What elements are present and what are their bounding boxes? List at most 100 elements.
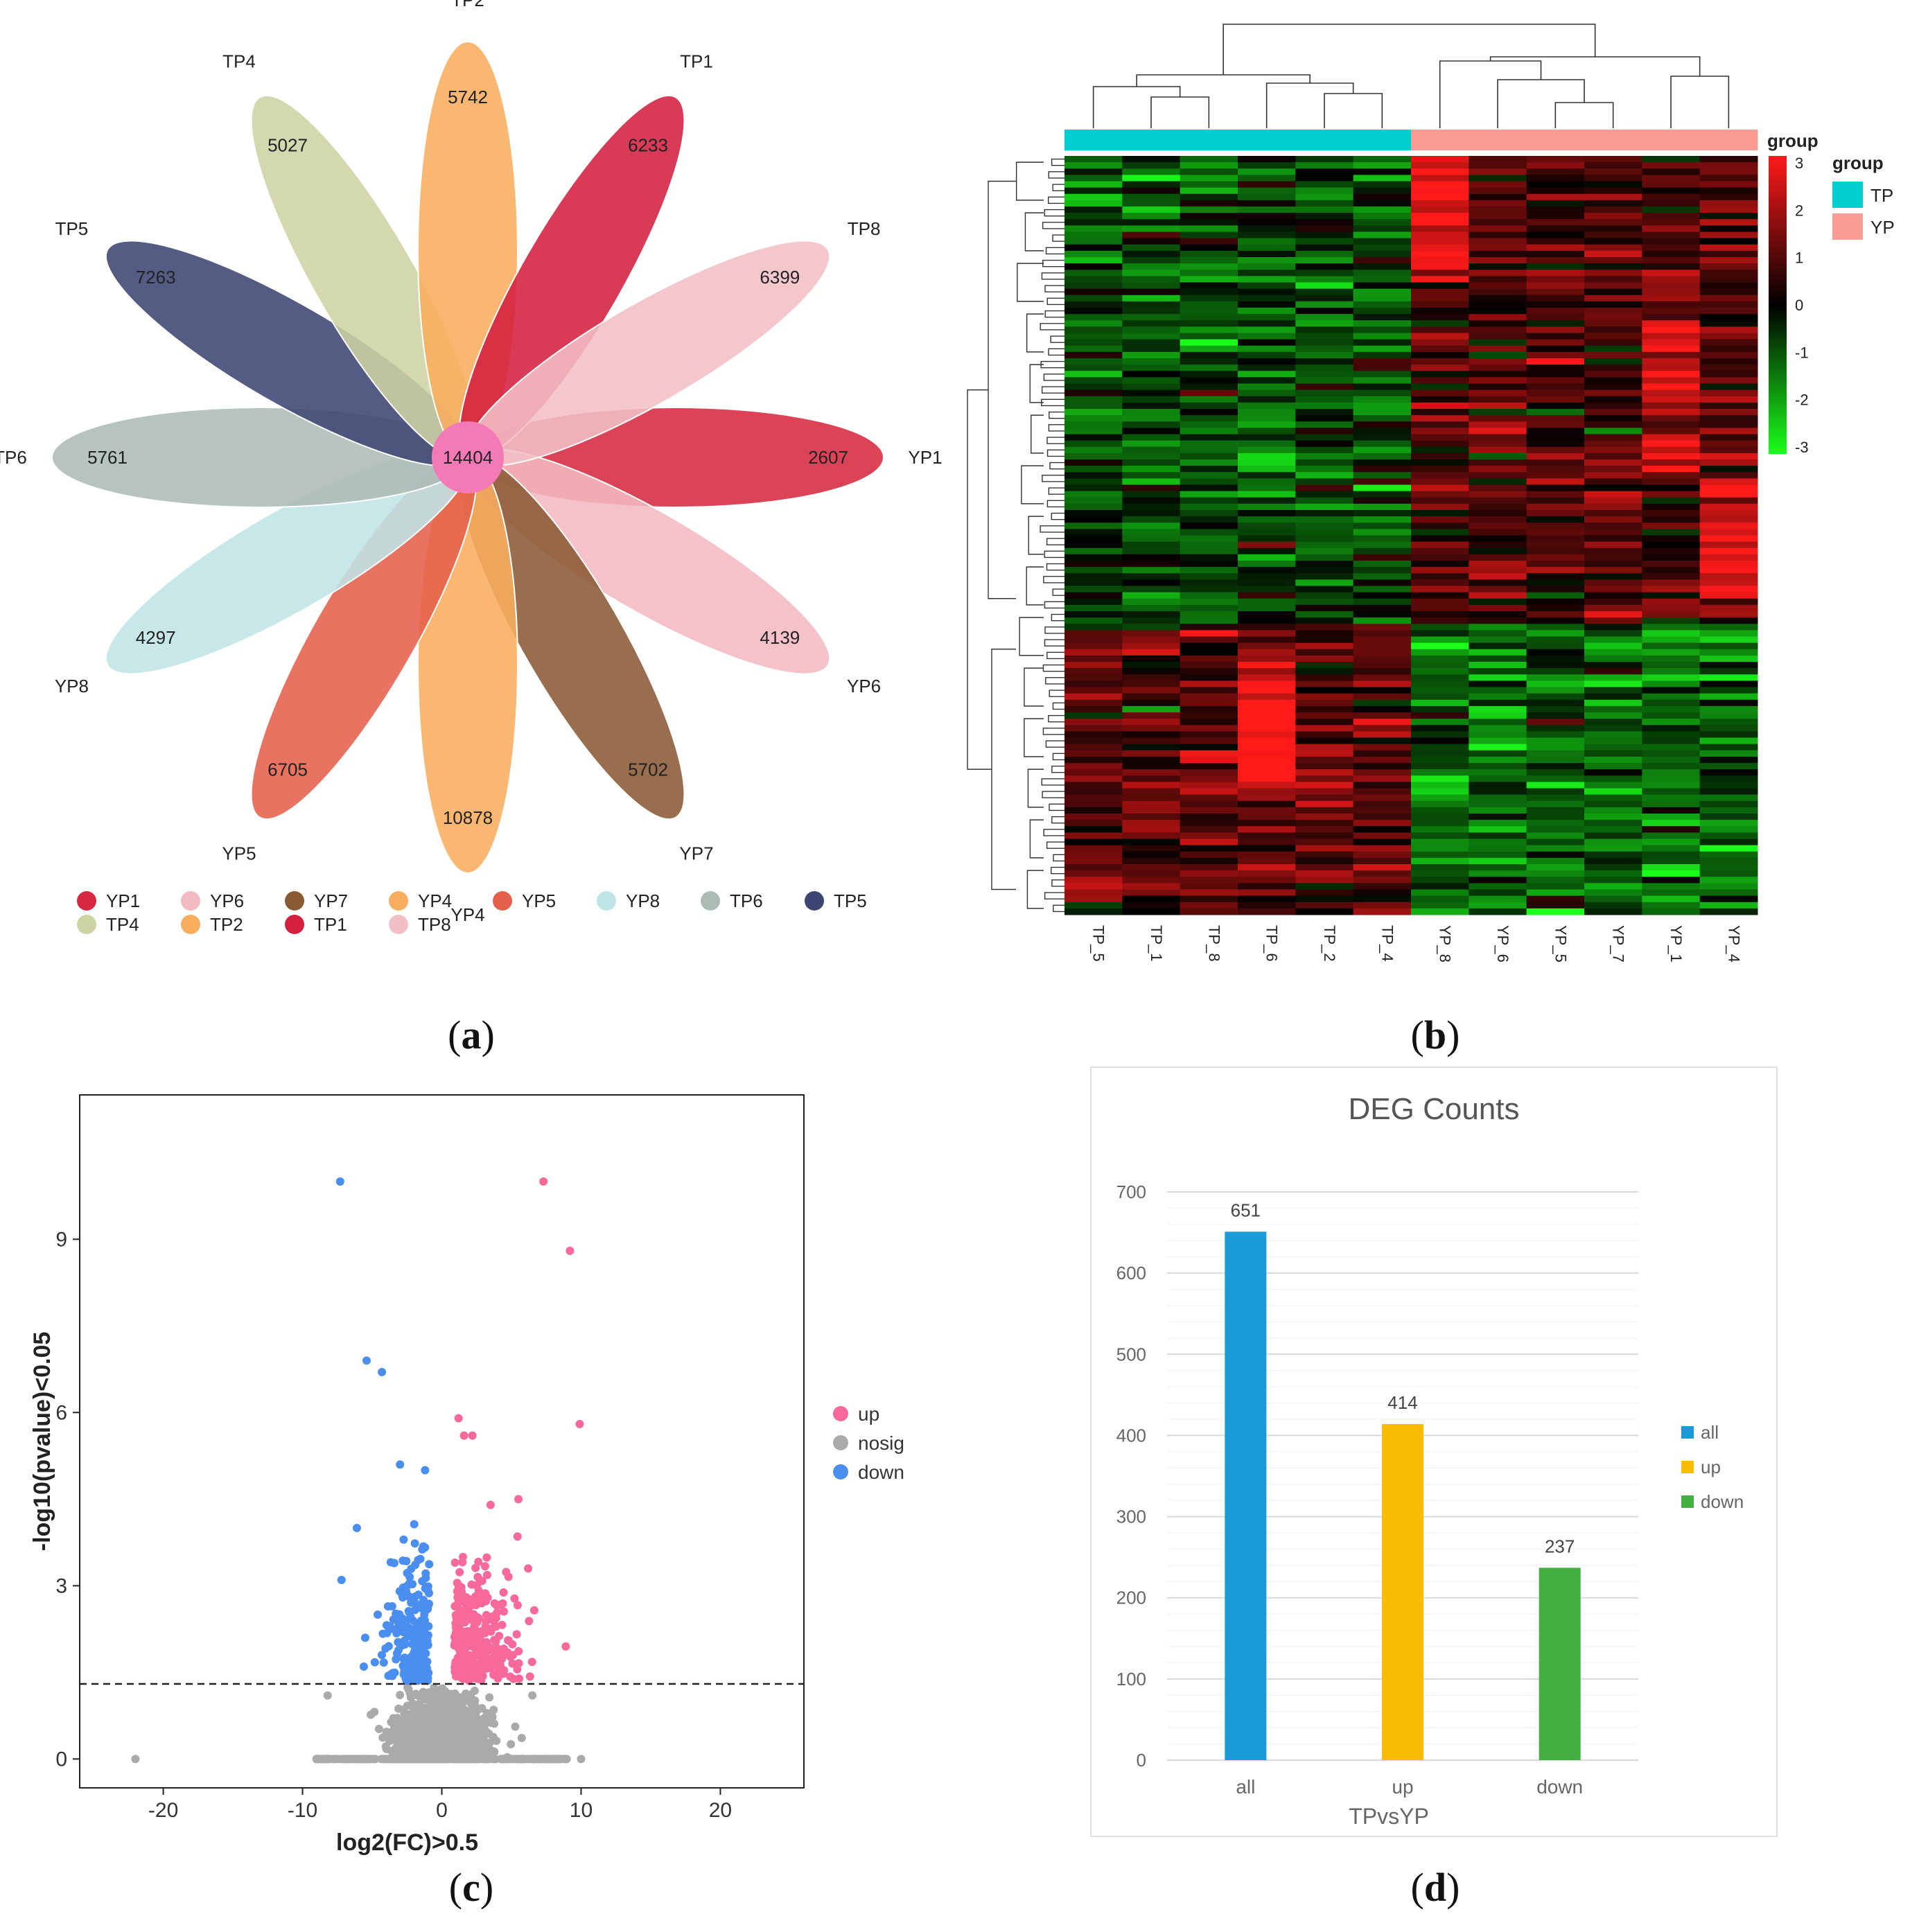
heatmap-cell <box>1526 630 1585 637</box>
heatmap-cell <box>1295 902 1354 909</box>
heatmap-cell <box>1238 687 1296 694</box>
heatmap-cell <box>1699 668 1758 675</box>
point-nosig <box>517 1733 526 1742</box>
heatmap-cell <box>1353 769 1412 776</box>
heatmap-cell <box>1122 756 1181 764</box>
heatmap-cell <box>1353 257 1412 264</box>
heatmap-cell <box>1180 712 1238 719</box>
heatmap-cell <box>1526 263 1585 270</box>
heatmap-cell <box>1642 699 1701 707</box>
heatmap-cell <box>1469 592 1527 599</box>
heatmap-cell <box>1122 877 1181 884</box>
point-up <box>474 1614 483 1623</box>
heatmap-cell <box>1353 788 1412 796</box>
heatmap-cell <box>1238 200 1296 207</box>
heatmap-cell <box>1180 326 1238 333</box>
heatmap-cell <box>1469 440 1527 448</box>
heatmap-cell <box>1122 365 1181 371</box>
heatmap-cell <box>1122 561 1181 568</box>
x-axis-label: TPvsYP <box>1349 1804 1429 1829</box>
heatmap-cell <box>1353 472 1412 479</box>
heatmap-cell <box>1411 478 1469 485</box>
heatmap-cell <box>1295 845 1354 852</box>
point-down <box>414 1631 423 1640</box>
heatmap-cell <box>1411 276 1469 283</box>
heatmap-cell <box>1295 820 1354 827</box>
heatmap-cell <box>1699 547 1758 555</box>
heatmap-cell <box>1295 598 1354 606</box>
point-nosig <box>518 1755 527 1764</box>
point-nosig <box>374 1725 383 1734</box>
heatmap-cell <box>1526 624 1585 631</box>
heatmap-cell <box>1526 181 1585 188</box>
heatmap-cell <box>1584 617 1642 624</box>
heatmap-cell <box>1699 282 1758 290</box>
heatmap-cell <box>1642 231 1701 239</box>
heatmap-cell <box>1411 459 1469 466</box>
heatmap-cell <box>1699 636 1758 644</box>
heatmap-cell <box>1238 535 1296 543</box>
heatmap-cell <box>1295 162 1354 169</box>
point-nosig <box>528 1691 537 1700</box>
heatmap-cell <box>1122 782 1181 789</box>
heatmap-cell <box>1238 737 1296 745</box>
point-nosig <box>577 1755 586 1764</box>
y-tick-label: 400 <box>1116 1425 1146 1446</box>
heatmap-cell <box>1642 257 1701 264</box>
point-down <box>399 1535 408 1544</box>
heatmap-cell <box>1295 680 1354 687</box>
dendrogram-branch <box>1150 96 1210 128</box>
dendrogram-branch <box>1044 285 1064 292</box>
point-down <box>360 1633 369 1642</box>
heatmap-cell <box>1122 535 1181 543</box>
heatmap-cell <box>1122 497 1181 504</box>
heatmap-cell <box>1180 522 1238 529</box>
heatmap-cell <box>1353 598 1412 606</box>
heatmap-cell <box>1526 877 1585 884</box>
heatmap-cell <box>1122 156 1181 163</box>
heatmap-cell <box>1353 680 1412 687</box>
heatmap-cell <box>1122 889 1181 897</box>
heatmap-cell <box>1122 250 1181 258</box>
heatmap-cell <box>1699 276 1758 283</box>
heatmap-cell <box>1642 826 1701 833</box>
heatmap-cell <box>1064 719 1123 726</box>
heatmap-cell <box>1064 693 1123 701</box>
heatmap-cell <box>1295 156 1354 163</box>
heatmap-cell <box>1238 207 1296 213</box>
point-nosig <box>511 1722 520 1731</box>
heatmap-cell <box>1584 624 1642 631</box>
petal-label-tp1: TP1 <box>680 51 713 71</box>
bar-up <box>1382 1424 1423 1760</box>
heatmap-cell <box>1295 345 1354 353</box>
heatmap-cell <box>1064 750 1123 757</box>
heatmap-cell <box>1122 409 1181 416</box>
heatmap-cell <box>1411 510 1469 517</box>
heatmap-cell <box>1642 845 1701 852</box>
heatmap-cell <box>1180 826 1238 833</box>
heatmap-cell <box>1642 207 1701 213</box>
heatmap-cell <box>1642 276 1701 283</box>
heatmap-cell <box>1584 308 1642 315</box>
dendrogram-branch <box>1044 310 1064 318</box>
heatmap-cell <box>1238 864 1296 871</box>
heatmap-cell <box>1411 497 1469 504</box>
heatmap-cell <box>1122 377 1181 384</box>
point-nosig <box>328 1755 338 1764</box>
point-up <box>527 1658 536 1667</box>
heatmap-cell <box>1353 699 1412 707</box>
heatmap-cell <box>1526 308 1585 315</box>
heatmap-cell <box>1295 756 1354 764</box>
heatmap-cell <box>1180 377 1238 384</box>
heatmap-cell <box>1642 181 1701 188</box>
point-nosig <box>562 1755 571 1764</box>
point-down <box>401 1653 410 1662</box>
dendrogram-branch <box>988 180 1016 599</box>
heatmap-cell <box>1353 649 1412 656</box>
heatmap-cell <box>1238 320 1296 327</box>
heatmap-cell <box>1584 598 1642 606</box>
heatmap-cell <box>1238 750 1296 757</box>
heatmap-cell <box>1295 466 1354 473</box>
point-up <box>455 1644 464 1653</box>
heatmap-cell <box>1295 604 1354 612</box>
